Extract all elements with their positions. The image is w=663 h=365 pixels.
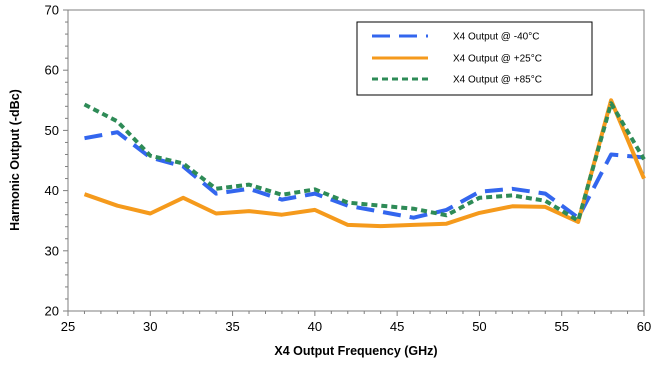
series-layer <box>83 98 646 229</box>
series-line-1 <box>84 130 645 220</box>
x-tick-label: 35 <box>225 319 239 334</box>
y-tick-label: 30 <box>45 243 59 258</box>
y-tick-label: 50 <box>45 123 59 138</box>
y-tick-label: 60 <box>45 63 59 78</box>
x-tick-label: 50 <box>472 319 486 334</box>
legend-label-series-2: X4 Output @ +25°C <box>453 54 542 65</box>
x-tick-label: 45 <box>390 319 404 334</box>
x-tick-label: 30 <box>143 319 157 334</box>
x-tick-label: 60 <box>637 319 651 334</box>
y-tick-label: 20 <box>45 304 59 319</box>
x-tick-label: 40 <box>308 319 322 334</box>
y-tick-label: 40 <box>45 183 59 198</box>
axis-ticks: 25 30 35 40 45 50 55 60 20 30 40 50 60 70 <box>45 3 652 335</box>
legend-label-series-1: X4 Output @ -40°C <box>453 32 539 43</box>
y-axis-title: Harmonic Output (-dBc) <box>8 89 22 231</box>
series-line-2 <box>83 98 646 229</box>
legend-label-series-3: X4 Output @ +85°C <box>453 75 542 86</box>
series-line-3 <box>83 101 646 223</box>
y-tick-label: 70 <box>45 3 59 18</box>
x-tick-label: 55 <box>554 319 568 334</box>
legend: X4 Output @ -40°C X4 Output @ +25°C X4 O… <box>356 21 593 96</box>
x-axis-title: X4 Output Frequency (GHz) <box>274 344 437 358</box>
x-tick-label: 25 <box>61 319 75 334</box>
